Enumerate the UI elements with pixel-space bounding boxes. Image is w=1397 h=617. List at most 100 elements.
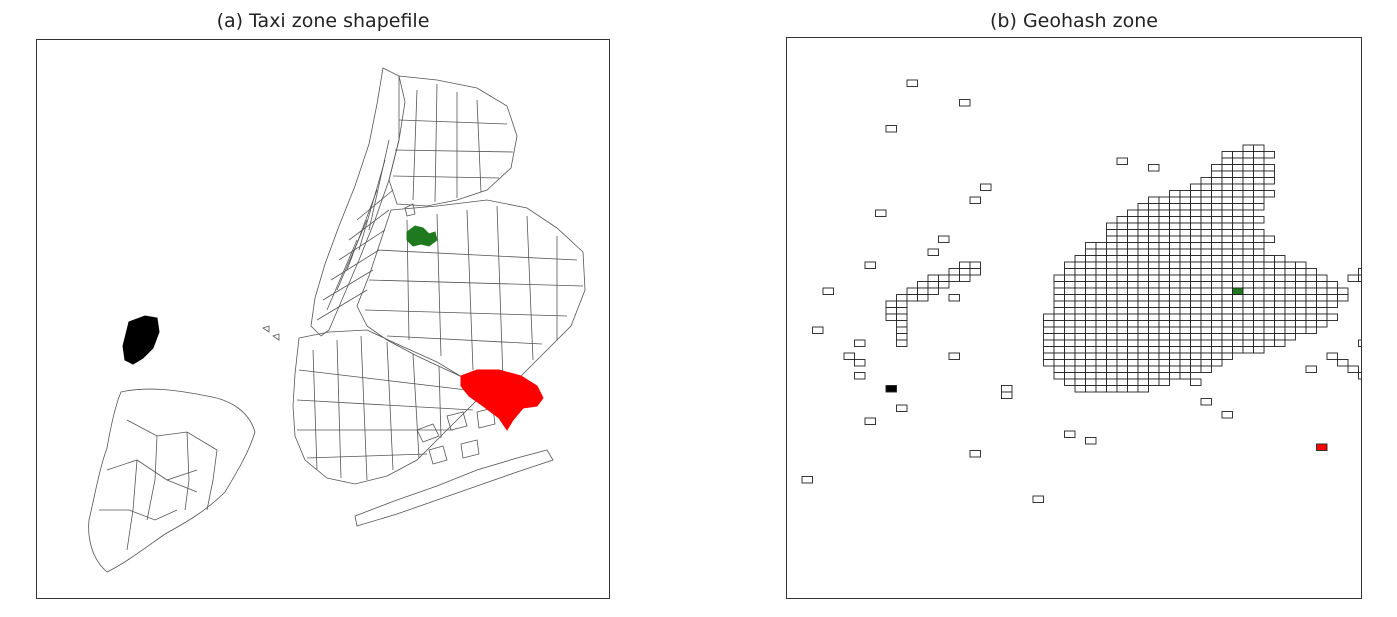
geohash-cell — [1190, 326, 1202, 334]
geohash-cell — [1190, 378, 1202, 386]
geohash-cell — [1158, 359, 1170, 367]
geohash-cell — [1316, 294, 1328, 302]
highlight-cell-green — [1232, 287, 1244, 295]
geohash-cell — [1221, 268, 1233, 276]
geohash-cell — [1190, 229, 1202, 237]
geohash-cell — [1347, 274, 1359, 282]
geohash-cell — [1106, 287, 1118, 295]
geohash-cell — [1148, 287, 1160, 295]
geohash-cell — [1284, 320, 1296, 328]
geohash-cell — [1221, 216, 1233, 224]
geohash-cell — [1137, 222, 1149, 230]
geohash-cell — [1295, 307, 1307, 315]
geohash-cell — [1284, 287, 1296, 295]
geohash-cell — [1148, 281, 1160, 289]
geohash-cell — [1253, 307, 1265, 315]
geohash-cell — [1232, 183, 1244, 191]
geohash-cell — [1116, 333, 1128, 341]
geohash-cell — [1053, 300, 1065, 308]
panel-a-title: (a) Taxi zone shapefile — [216, 10, 430, 32]
geohash-cell — [938, 235, 950, 243]
geohash-cell — [1158, 378, 1170, 386]
geohash-cell — [969, 268, 981, 276]
geohash-cell — [1106, 339, 1118, 347]
geohash-cell — [1074, 359, 1086, 367]
geohash-cell — [1127, 313, 1139, 321]
geohash-cell — [1221, 209, 1233, 217]
geohash-cell — [1043, 333, 1055, 341]
geohash-cell — [1232, 170, 1244, 178]
geohash-cell — [1221, 164, 1233, 172]
geohash-cell — [1116, 365, 1128, 373]
geohash-cell — [1263, 255, 1275, 263]
geohash-cell — [1253, 339, 1265, 347]
geohash-cell — [1242, 287, 1254, 295]
geohash-cell — [885, 307, 897, 315]
geohash-cell — [1190, 339, 1202, 347]
geohash-cell — [1179, 255, 1191, 263]
geohash-cell — [1106, 359, 1118, 367]
geohash-cell — [1116, 313, 1128, 321]
geohash-cell — [1169, 248, 1181, 256]
geohash-cell — [1053, 333, 1065, 341]
geohash-cell — [1274, 307, 1286, 315]
geohash-cell — [1148, 248, 1160, 256]
geohash-cell — [1211, 209, 1223, 217]
geohash-cell — [1232, 313, 1244, 321]
geohash-cell — [1127, 346, 1139, 354]
geohash-cell — [1242, 255, 1254, 263]
geohash-cell — [1242, 261, 1254, 269]
geohash-cell — [1190, 294, 1202, 302]
geohash-cell — [1074, 352, 1086, 360]
geohash-cell — [1127, 378, 1139, 386]
geohash-cell — [1137, 281, 1149, 289]
geohash-cell — [1358, 268, 1361, 276]
geohash-cell — [1158, 300, 1170, 308]
geohash-zone-map — [786, 37, 1362, 599]
geohash-cell — [927, 274, 939, 282]
geohash-cell — [1137, 209, 1149, 217]
geohash-cell — [1221, 183, 1233, 191]
geohash-cell — [917, 294, 929, 302]
geohash-cell — [1169, 372, 1181, 380]
geohash-cell — [1095, 261, 1107, 269]
geohash-cell — [1158, 261, 1170, 269]
geohash-cell — [1127, 365, 1139, 373]
geohash-cell — [1158, 333, 1170, 341]
geohash-cell — [1085, 255, 1097, 263]
geohash-cell — [1064, 339, 1076, 347]
geohash-cell — [1085, 320, 1097, 328]
geohash-cell — [1127, 372, 1139, 380]
geohash-cell — [1148, 203, 1160, 211]
geohash-cell — [1211, 287, 1223, 295]
geohash-cell — [1326, 313, 1338, 321]
geohash-cell — [1211, 203, 1223, 211]
geohash-cell — [1106, 222, 1118, 230]
geohash-cell — [917, 287, 929, 295]
geohash-cell — [1085, 372, 1097, 380]
geohash-cell — [1074, 385, 1086, 393]
geohash-cell — [1127, 229, 1139, 237]
geohash-cell — [1074, 281, 1086, 289]
geohash-cell — [1179, 248, 1191, 256]
geohash-cell — [1106, 300, 1118, 308]
geohash-cell — [1148, 222, 1160, 230]
geohash-cell — [1190, 352, 1202, 360]
geohash-cell — [1221, 339, 1233, 347]
geohash-cell — [1200, 242, 1212, 250]
geohash-cell — [1127, 216, 1139, 224]
geohash-cell — [1095, 372, 1107, 380]
geohash-cell — [1064, 287, 1076, 295]
geohash-cell — [1137, 203, 1149, 211]
geohash-cell — [1200, 274, 1212, 282]
geohash-cell — [1116, 216, 1128, 224]
geohash-cell — [1095, 281, 1107, 289]
geohash-cell — [1316, 287, 1328, 295]
geohash-cell — [1148, 346, 1160, 354]
geohash-cell — [1179, 196, 1191, 204]
geohash-cell — [1106, 235, 1118, 243]
geohash-cell — [1137, 333, 1149, 341]
geohash-cell — [1074, 294, 1086, 302]
geohash-cell — [1169, 196, 1181, 204]
geohash-cell — [1116, 346, 1128, 354]
